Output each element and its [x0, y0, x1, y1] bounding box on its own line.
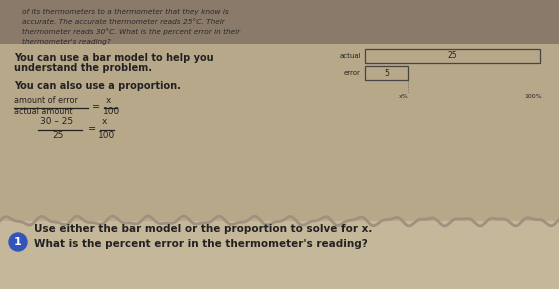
Bar: [365, 49, 540, 63]
Circle shape: [9, 233, 27, 251]
Text: 5: 5: [384, 68, 389, 77]
Text: thermometer reads 30°C. What is the percent error in their: thermometer reads 30°C. What is the perc…: [22, 28, 240, 35]
Text: x%: x%: [399, 94, 409, 99]
Text: You can use a bar model to help you: You can use a bar model to help you: [14, 53, 214, 63]
Text: =: =: [92, 102, 100, 112]
Text: understand the problem.: understand the problem.: [14, 63, 152, 73]
Text: =: =: [88, 124, 96, 134]
Text: You can also use a proportion.: You can also use a proportion.: [14, 81, 181, 91]
Text: x: x: [106, 96, 111, 105]
Text: of its thermometers to a thermometer that they know is: of its thermometers to a thermometer tha…: [22, 9, 229, 15]
Bar: [365, 66, 408, 80]
Text: Use either the bar model or the proportion to solve for x.: Use either the bar model or the proporti…: [34, 224, 372, 234]
Text: thermometer's reading?: thermometer's reading?: [22, 39, 111, 45]
Text: 100: 100: [103, 107, 120, 116]
Text: 30 – 25: 30 – 25: [40, 117, 73, 126]
Text: error: error: [344, 70, 361, 76]
Text: 25: 25: [52, 131, 63, 140]
Text: What is the percent error in the thermometer's reading?: What is the percent error in the thermom…: [34, 239, 368, 249]
Text: amount of error: amount of error: [14, 96, 78, 105]
Text: actual: actual: [339, 53, 361, 59]
Text: 1: 1: [14, 237, 22, 247]
Text: 100%: 100%: [524, 94, 542, 99]
Text: actual amount: actual amount: [14, 107, 73, 116]
Text: 25: 25: [448, 51, 457, 60]
Text: x: x: [102, 117, 107, 126]
Bar: [0, 0, 559, 44]
Text: 100: 100: [98, 131, 115, 140]
Text: accurate. The accurate thermometer reads 25°C. Their: accurate. The accurate thermometer reads…: [22, 19, 225, 25]
Bar: [0, 221, 559, 289]
